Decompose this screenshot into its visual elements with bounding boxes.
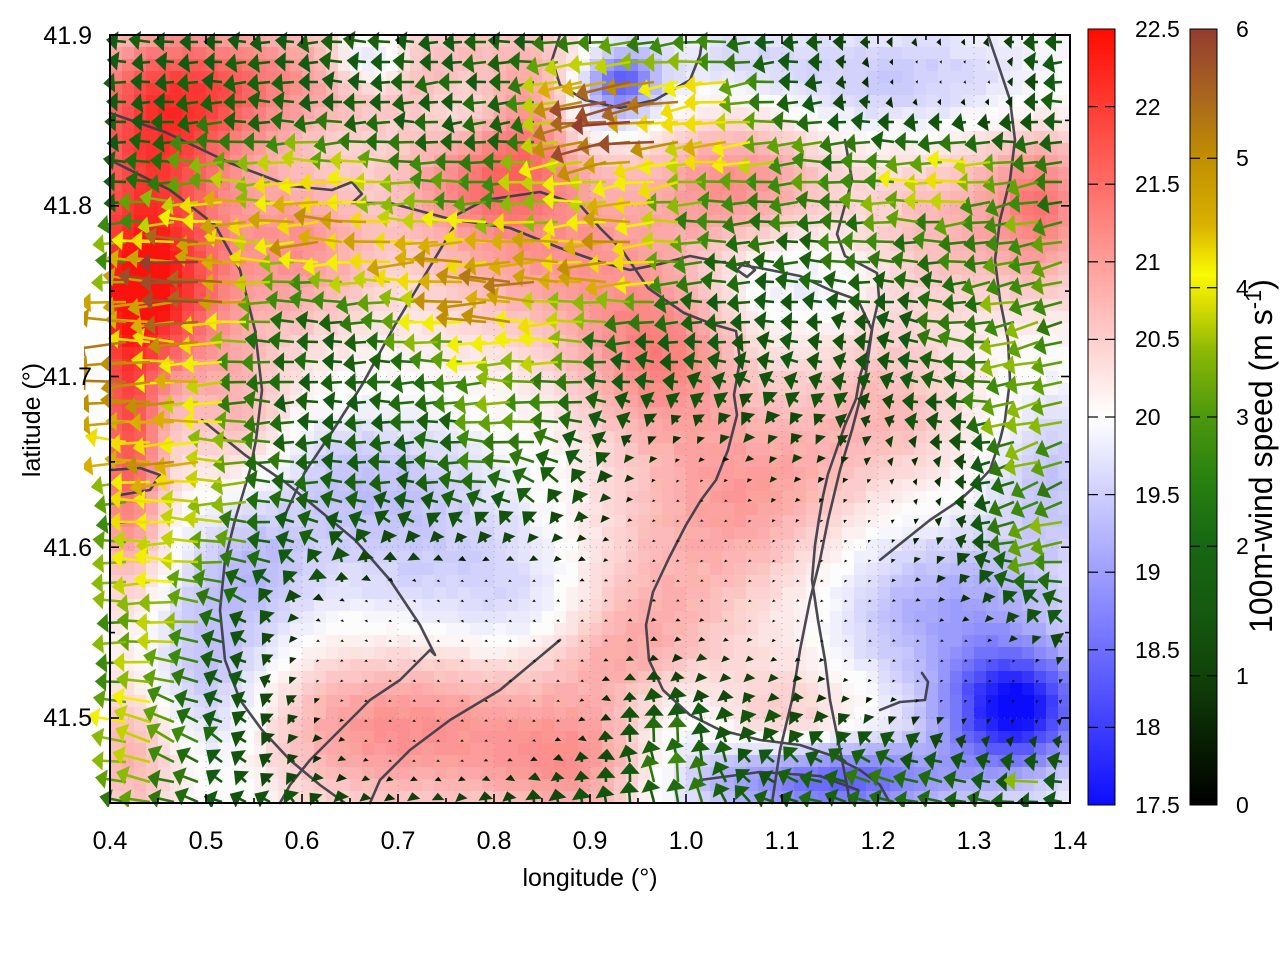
svg-text:41.7: 41.7 [43, 363, 92, 391]
svg-text:100m-wind speed (m s-1): 100m-wind speed (m s-1) [1241, 279, 1279, 633]
svg-text:1.3: 1.3 [957, 827, 992, 855]
svg-text:21.5: 21.5 [1135, 171, 1180, 197]
svg-text:1.2: 1.2 [861, 827, 896, 855]
svg-text:0.6: 0.6 [285, 827, 320, 855]
svg-text:1: 1 [1236, 663, 1249, 689]
svg-text:1.0: 1.0 [669, 827, 704, 855]
svg-text:17.5: 17.5 [1135, 792, 1180, 818]
svg-text:22.5: 22.5 [1135, 16, 1180, 42]
svg-text:4: 4 [1236, 275, 1249, 301]
svg-text:20.5: 20.5 [1135, 326, 1180, 352]
svg-text:longitude (°): longitude (°) [522, 864, 657, 892]
svg-text:0.9: 0.9 [573, 827, 608, 855]
svg-text:6: 6 [1236, 16, 1249, 42]
svg-text:41.8: 41.8 [43, 192, 92, 220]
svg-text:41.9: 41.9 [43, 22, 92, 50]
svg-text:20: 20 [1135, 404, 1161, 430]
svg-text:5: 5 [1236, 145, 1249, 171]
svg-text:0.4: 0.4 [93, 827, 128, 855]
svg-text:0.7: 0.7 [381, 827, 416, 855]
svg-text:2: 2 [1236, 533, 1249, 559]
svg-text:22: 22 [1135, 94, 1161, 120]
svg-text:3: 3 [1236, 404, 1249, 430]
svg-text:0: 0 [1236, 792, 1249, 818]
svg-text:19.5: 19.5 [1135, 482, 1180, 508]
svg-text:18.5: 18.5 [1135, 637, 1180, 663]
svg-text:19: 19 [1135, 559, 1161, 585]
svg-text:1.1: 1.1 [765, 827, 800, 855]
svg-text:latitude (°): latitude (°) [18, 363, 46, 477]
svg-text:18: 18 [1135, 714, 1161, 740]
svg-text:1.4: 1.4 [1053, 827, 1088, 855]
svg-text:0.5: 0.5 [189, 827, 224, 855]
svg-text:41.6: 41.6 [43, 534, 92, 562]
svg-text:41.5: 41.5 [43, 704, 92, 732]
svg-text:0.8: 0.8 [477, 827, 512, 855]
svg-text:21: 21 [1135, 249, 1161, 275]
